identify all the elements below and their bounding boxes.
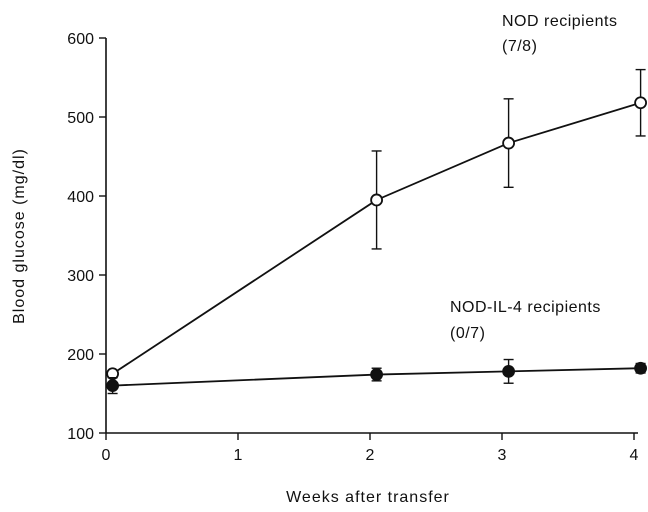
nod-il-4-recipients-point-0 <box>106 379 119 393</box>
nod-recipients-point-1 <box>370 193 384 207</box>
nod-il-4-recipients-point-2 <box>502 364 516 378</box>
nod-annotation-label: NOD recipients <box>502 13 617 30</box>
y-axis-title: Blood glucose (mg/dl) <box>11 148 28 324</box>
nod-il4-annotation-label: NOD-IL-4 recipients <box>450 299 601 316</box>
nod-il-4-recipients-line <box>112 367 641 387</box>
y-tick-label-2: 300 <box>67 268 94 285</box>
y-tick-label-1: 200 <box>67 347 94 364</box>
axes <box>105 38 638 434</box>
y-tick-label-3: 400 <box>67 189 94 206</box>
nod-recipients-line <box>112 101 641 375</box>
nod-il4-annotation-ratio: (0/7) <box>450 325 485 342</box>
x-tick-label-3: 3 <box>498 447 507 464</box>
nod-annotation-ratio: (7/8) <box>502 38 537 55</box>
x-tick-label-1: 1 <box>234 447 243 464</box>
nod-il-4-recipients-point-1 <box>370 368 384 381</box>
series-layer <box>106 68 647 395</box>
nod-il-4-recipients-point-3 <box>634 361 647 375</box>
y-tick-label-5: 600 <box>67 31 94 48</box>
x-tick-label-0: 0 <box>102 447 111 464</box>
ticks: 0 1 2 3 4 100 200 300 400 500 600 <box>67 31 638 464</box>
y-tick-label-4: 500 <box>67 110 94 127</box>
nod-recipients-point-2 <box>502 136 516 150</box>
x-tick-label-4: 4 <box>630 447 639 464</box>
y-tick-label-0: 100 <box>67 426 94 443</box>
x-axis-title: Weeks after transfer <box>286 489 450 506</box>
nod-recipients-point-3 <box>634 96 647 110</box>
x-tick-label-2: 2 <box>366 447 375 464</box>
